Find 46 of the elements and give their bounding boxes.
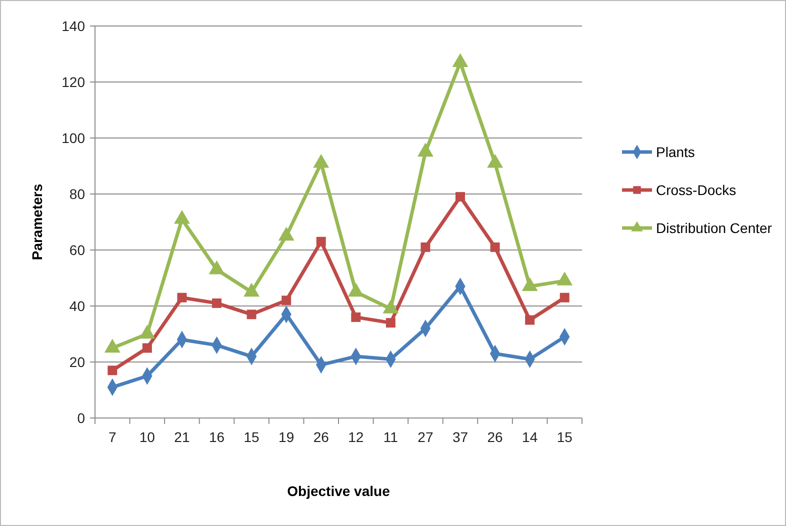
y-tick-label: 100 [62,130,86,146]
point [174,210,190,224]
point [108,366,118,376]
y-tick-label: 120 [62,74,86,90]
x-tick-label: 21 [174,429,190,445]
x-tick-label: 16 [208,429,225,445]
point [313,154,330,168]
x-tick-label: 11 [383,429,398,445]
point [282,296,292,306]
y-tick-label: 60 [69,242,86,258]
point [560,292,570,302]
legend-label: Distribution Center [656,220,772,236]
point [452,53,468,67]
x-tick-label: 26 [313,429,330,445]
y-tick-label: 40 [69,298,86,314]
x-tick-label: 15 [556,429,573,445]
point [246,310,256,320]
x-tick-label: 12 [348,429,364,445]
x-tick-label: 15 [244,429,260,445]
x-tick-label: 10 [139,429,156,445]
point [487,154,504,168]
legend-label: Cross-Docks [656,182,736,198]
point [177,292,187,302]
point [525,315,535,325]
y-tick-label: 20 [69,354,86,370]
point [420,242,430,252]
y-tick-label: 80 [69,186,86,202]
x-axis-title: Objective value [287,483,390,499]
legend-label: Plants [656,144,695,160]
x-tick-label: 27 [418,429,434,445]
point [490,242,500,252]
point [212,298,222,308]
x-tick-label: 19 [278,429,294,445]
x-tick-label: 14 [522,429,538,445]
y-tick-label: 140 [62,18,86,34]
point [316,236,326,246]
point [142,343,152,353]
point [386,318,396,328]
y-tick-label: 0 [77,410,86,426]
x-tick-label: 37 [452,429,468,445]
point [351,312,361,322]
point [417,142,434,157]
point [278,226,294,241]
x-tick-label: 7 [108,429,116,445]
x-tick-label: 26 [487,429,504,445]
y-axis-title: Parameters [29,184,45,260]
